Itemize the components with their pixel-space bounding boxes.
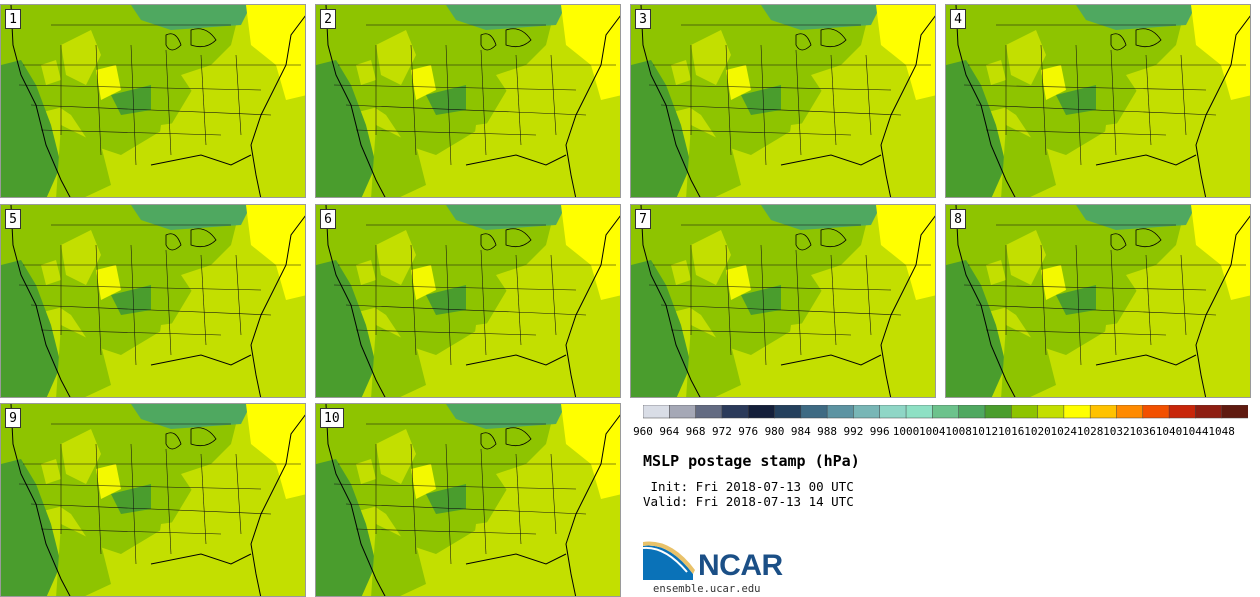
map-panel-8: 8 xyxy=(945,204,1251,398)
colorbar-swatch xyxy=(879,405,907,419)
mslp-map xyxy=(1,5,305,197)
colorbar-tick-label: 984 xyxy=(790,425,811,438)
panel-label: 10 xyxy=(320,408,344,428)
panel-label: 4 xyxy=(950,9,966,29)
map-panel-1: 1 xyxy=(0,4,306,198)
mslp-map xyxy=(631,5,935,197)
ncar-logo-icon xyxy=(643,541,695,580)
map-panel-6: 6 xyxy=(315,204,621,398)
map-panel-5: 5 xyxy=(0,204,306,398)
colorbar-swatch xyxy=(1168,405,1196,419)
colorbar-tick-label: 1008 xyxy=(945,425,972,438)
panel-label: 9 xyxy=(5,408,21,428)
mslp-map xyxy=(316,5,620,197)
init-time: Init: Fri 2018-07-13 00 UTC xyxy=(643,479,854,494)
colorbar-tick-label: 980 xyxy=(764,425,785,438)
colorbar-swatch xyxy=(1195,405,1223,419)
map-panel-7: 7 xyxy=(630,204,936,398)
panel-label: 7 xyxy=(635,209,651,229)
colorbar-tick-label: 1036 xyxy=(1129,425,1156,438)
colorbar-swatch xyxy=(905,405,933,419)
mslp-map xyxy=(631,205,935,397)
colorbar-swatch xyxy=(1142,405,1170,419)
colorbar xyxy=(643,405,1248,419)
panel-label: 3 xyxy=(635,9,651,29)
colorbar-swatch xyxy=(721,405,749,419)
colorbar-tick-label: 964 xyxy=(659,425,680,438)
mslp-map xyxy=(1,205,305,397)
colorbar-swatch xyxy=(1089,405,1118,419)
colorbar-tick-label: 1028 xyxy=(1076,425,1104,438)
colorbar-tick-label: 976 xyxy=(738,425,759,438)
map-panel-9: 9 xyxy=(0,403,306,597)
colorbar-swatch xyxy=(747,405,776,419)
colorbar-tick-label: 1040 xyxy=(1155,425,1183,438)
plot-title: MSLP postage stamp (hPa) xyxy=(643,452,860,470)
colorbar-swatch xyxy=(669,405,697,419)
mslp-map xyxy=(316,404,620,596)
panel-label: 8 xyxy=(950,209,966,229)
colorbar-tick-label: 992 xyxy=(843,425,864,438)
colorbar-swatch xyxy=(958,405,986,419)
map-panel-4: 4 xyxy=(945,4,1251,198)
mslp-map xyxy=(316,205,620,397)
colorbar-swatch xyxy=(1063,405,1091,419)
colorbar-tick-label: 968 xyxy=(685,425,706,438)
logo-text: NCAR xyxy=(698,549,783,582)
colorbar-swatch xyxy=(853,405,881,419)
map-panel-2: 2 xyxy=(315,4,621,198)
mslp-map xyxy=(1,404,305,596)
colorbar-swatch xyxy=(774,405,802,419)
colorbar-swatch xyxy=(984,405,1012,419)
map-panel-10: 10 xyxy=(315,403,621,597)
colorbar-tick-label: 1048 xyxy=(1208,425,1235,438)
colorbar-swatch xyxy=(643,405,670,419)
colorbar-swatch xyxy=(932,405,960,419)
colorbar-swatch xyxy=(1221,405,1248,419)
colorbar-tick-label: 1032 xyxy=(1103,425,1130,438)
colorbar-tick-label: 996 xyxy=(869,425,890,438)
panel-label: 1 xyxy=(5,9,21,29)
colorbar-swatch xyxy=(800,405,828,419)
valid-time: Valid: Fri 2018-07-13 14 UTC xyxy=(643,494,854,509)
colorbar-tick-label: 1012 xyxy=(971,425,999,438)
panel-label: 5 xyxy=(5,209,21,229)
mslp-map xyxy=(946,205,1250,397)
colorbar-swatch xyxy=(695,405,723,419)
mslp-map xyxy=(946,5,1250,197)
colorbar-tick-label: 1016 xyxy=(997,425,1025,438)
colorbar-tick-label: 988 xyxy=(817,425,838,438)
colorbar-tick-label: 1000 xyxy=(892,425,920,438)
colorbar-tick-label: 1004 xyxy=(919,425,946,438)
colorbar-swatch xyxy=(1116,405,1144,419)
colorbar-tick-label: 1044 xyxy=(1182,425,1209,438)
colorbar-tick-label: 972 xyxy=(711,425,732,438)
panel-label: 6 xyxy=(320,209,336,229)
colorbar-swatch xyxy=(826,405,854,419)
colorbar-tick-label: 1024 xyxy=(1050,425,1078,438)
map-panel-3: 3 xyxy=(630,4,936,198)
colorbar-swatch xyxy=(1011,405,1039,419)
site-url[interactable]: ensemble.ucar.edu xyxy=(653,583,761,595)
colorbar-tick-label: 960 xyxy=(633,425,653,438)
colorbar-swatch xyxy=(1037,405,1065,419)
panel-label: 2 xyxy=(320,9,336,29)
colorbar-tick-label: 1020 xyxy=(1024,425,1051,438)
